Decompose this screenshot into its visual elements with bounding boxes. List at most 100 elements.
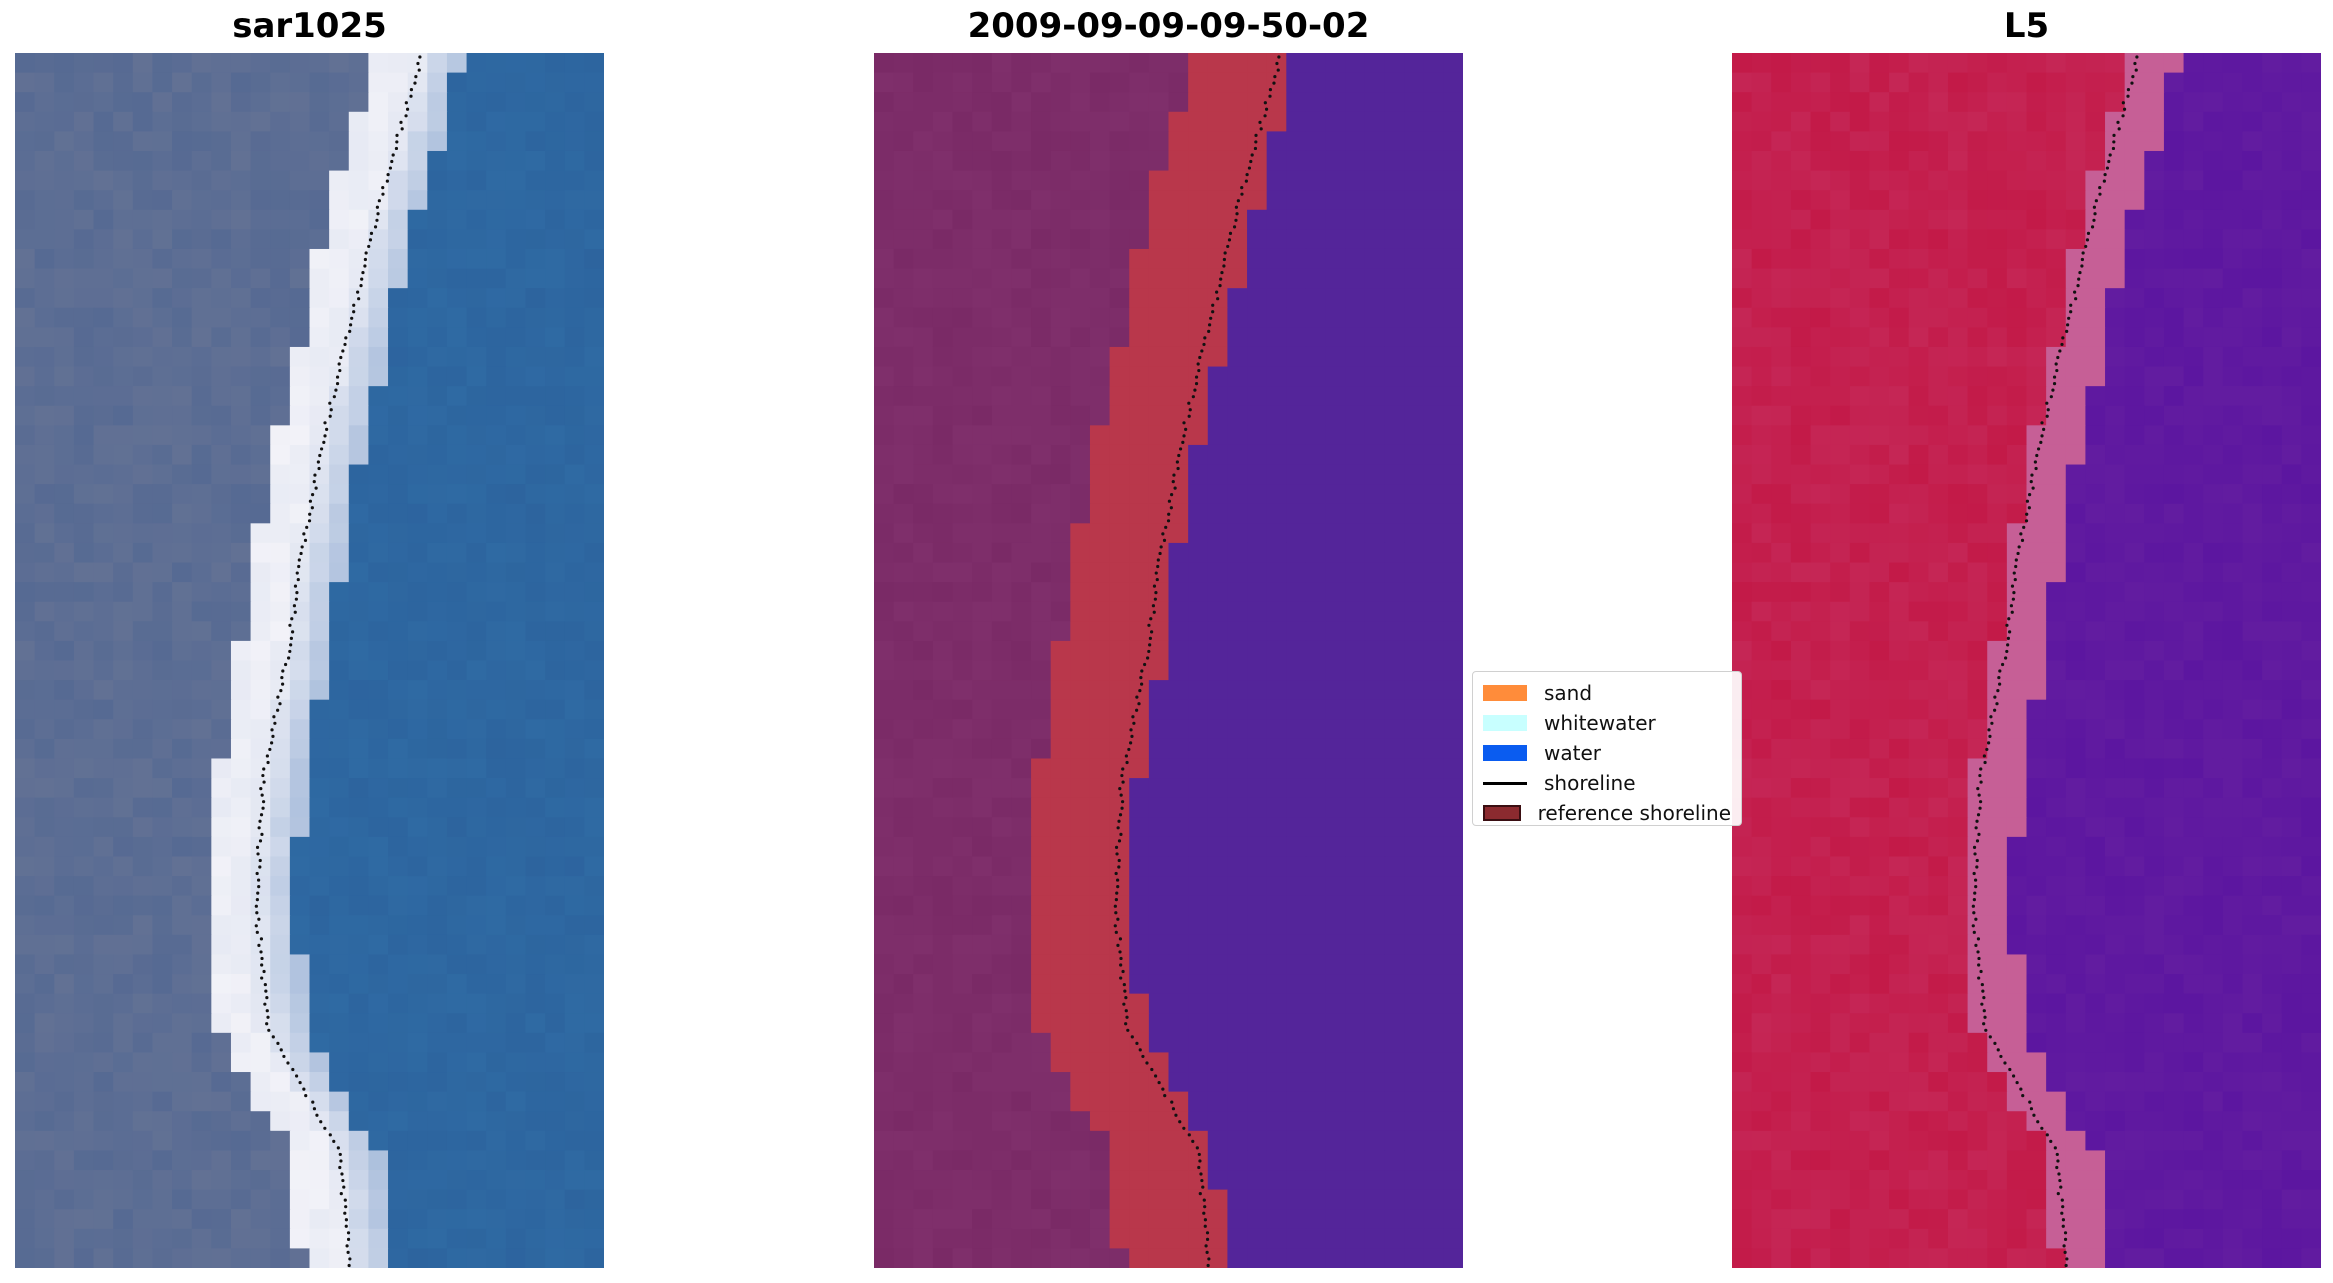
shoreline-dot (298, 1080, 302, 1085)
pixel (1247, 72, 1268, 93)
pixel (211, 288, 232, 309)
pixel (446, 915, 468, 936)
pixel (1011, 1248, 1032, 1268)
pixel (1286, 1189, 1307, 1210)
pixel (2026, 464, 2047, 485)
pixel (564, 797, 585, 818)
pixel (932, 915, 954, 936)
pixel (348, 582, 369, 603)
pixel (1089, 131, 1111, 152)
pixel (1109, 1091, 1130, 1112)
pixel (1732, 209, 1753, 230)
pixel (932, 680, 954, 701)
shoreline-dot (359, 284, 363, 288)
pixel (250, 464, 271, 485)
pixel (427, 386, 448, 407)
pixel (2301, 72, 2321, 93)
pixel (1207, 131, 1228, 152)
pixel (1345, 53, 1366, 74)
pixel (932, 1072, 954, 1093)
pixel (893, 934, 914, 956)
shoreline-dot (300, 545, 304, 549)
pixel (289, 856, 311, 877)
pixel (1031, 680, 1052, 701)
pixel (1011, 876, 1032, 897)
pixel (1050, 836, 1071, 858)
pixel (2262, 542, 2283, 564)
pixel (1031, 817, 1052, 838)
shoreline-dot (283, 662, 288, 667)
pixel (93, 503, 114, 524)
pixel (1247, 190, 1268, 211)
pixel (505, 895, 527, 916)
pixel (73, 53, 95, 74)
pixel (486, 209, 507, 230)
pixel (1751, 621, 1772, 642)
pixel (2163, 346, 2185, 368)
pixel (1168, 758, 1189, 779)
pixel (584, 405, 604, 426)
pixel (1148, 993, 1170, 1014)
pixel (1089, 92, 1111, 113)
pixel (1129, 425, 1150, 446)
pixel (1869, 288, 1890, 309)
pixel (93, 386, 114, 407)
pixel (584, 562, 604, 583)
pixel (230, 1189, 252, 1210)
pixel (2203, 503, 2224, 524)
pixel (913, 307, 934, 328)
shoreline-dot (1125, 760, 1129, 765)
pixel (2046, 327, 2067, 348)
pixel (2065, 425, 2086, 446)
pixel (230, 621, 252, 642)
pixel (1325, 856, 1346, 877)
pixel (1364, 934, 1386, 956)
pixel (329, 346, 350, 368)
pixel (1070, 974, 1091, 995)
pixel (113, 229, 134, 250)
pixel (584, 1091, 604, 1112)
pixel (2026, 288, 2047, 309)
pixel (54, 1130, 75, 1152)
pixel (368, 1228, 389, 1250)
pixel (1305, 738, 1327, 760)
pixel (2124, 288, 2145, 309)
pixel (874, 1052, 895, 1073)
pixel (1849, 484, 1871, 505)
pixel (932, 209, 954, 230)
pixel (348, 386, 369, 407)
pixel (874, 288, 895, 309)
pixel (1286, 797, 1307, 818)
pixel (348, 1111, 369, 1132)
pixel (1129, 758, 1150, 779)
shoreline-dot (1140, 669, 1144, 673)
pixel (1168, 836, 1189, 858)
pixel (1384, 288, 1405, 309)
pixel (191, 797, 212, 818)
pixel (1129, 738, 1150, 760)
pixel (329, 92, 350, 113)
pixel (1869, 601, 1890, 622)
pixel (250, 1052, 271, 1073)
pixel (1207, 758, 1228, 779)
pixel (388, 366, 409, 387)
pixel (329, 758, 350, 779)
pixel (1266, 1189, 1287, 1210)
pixel (1771, 248, 1792, 270)
pixel (1810, 464, 1831, 485)
pixel (1423, 405, 1444, 426)
pixel (1947, 562, 1969, 583)
pixel (289, 876, 311, 897)
pixel (407, 915, 428, 936)
pixel (1168, 954, 1189, 975)
pixel (1011, 954, 1032, 975)
pixel (230, 974, 252, 995)
pixel (34, 680, 55, 701)
pixel (1129, 307, 1150, 328)
shoreline-dot (1118, 950, 1122, 954)
pixel (2203, 111, 2224, 132)
pixel (1227, 248, 1248, 270)
shoreline-dot (1135, 695, 1139, 699)
pixel (2222, 307, 2244, 328)
pixel (2163, 366, 2185, 387)
